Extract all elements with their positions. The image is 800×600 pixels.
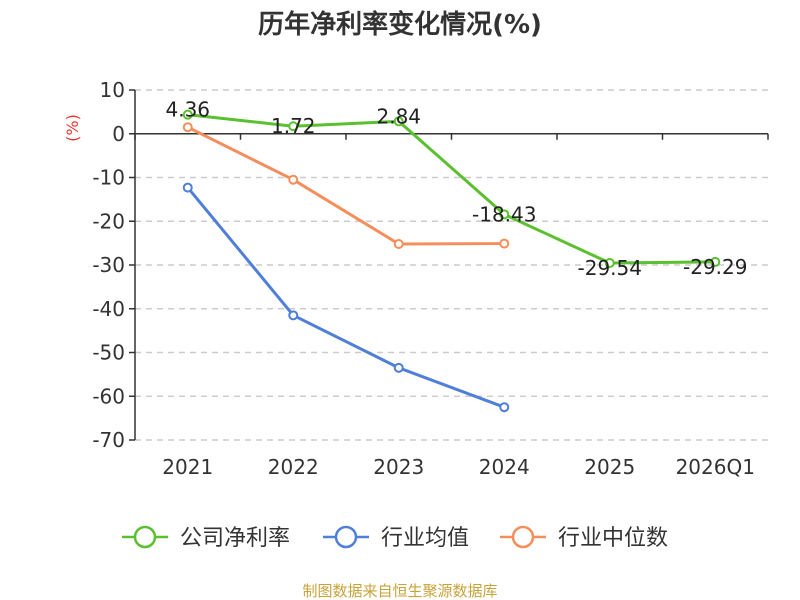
legend-swatch-marker bbox=[334, 525, 358, 549]
data-point bbox=[393, 239, 404, 249]
data-point bbox=[710, 256, 721, 267]
data-point bbox=[182, 109, 193, 120]
chart-title: 历年净利率变化情况(%) bbox=[258, 9, 542, 40]
y-tick-label: -60 bbox=[92, 384, 125, 408]
data-label: -29.54 bbox=[578, 256, 642, 280]
data-point bbox=[288, 310, 299, 321]
x-tick-label: 2026Q1 bbox=[676, 455, 755, 479]
y-tick-label: -30 bbox=[92, 253, 125, 277]
data-point bbox=[288, 174, 299, 185]
series-points bbox=[182, 109, 721, 413]
legend-label: 公司净利率 bbox=[180, 526, 290, 551]
series-line bbox=[186, 186, 505, 409]
y-tick-labels: 10 0 -10 -20 -30 -40 -50 -60 -70 bbox=[92, 78, 135, 452]
data-label: -29.29 bbox=[683, 255, 747, 279]
data-point bbox=[393, 116, 404, 127]
series-line bbox=[187, 125, 505, 246]
data-point bbox=[182, 122, 193, 133]
data-label: 4.36 bbox=[165, 98, 210, 122]
data-point bbox=[182, 182, 193, 193]
legend: 公司净利率 行业均值 行业中位数 bbox=[122, 525, 668, 551]
data-label: -18.43 bbox=[472, 202, 536, 226]
y-tick-label: -50 bbox=[92, 341, 125, 365]
data-point bbox=[604, 257, 615, 268]
legend-label: 行业均值 bbox=[381, 526, 469, 551]
x-tick-label: 2025 bbox=[584, 455, 635, 479]
source-note: 制图数据来自恒生聚源数据库 bbox=[302, 582, 497, 600]
y-tick-label: -40 bbox=[92, 297, 125, 321]
x-tick-label: 2021 bbox=[162, 455, 213, 479]
data-point bbox=[393, 362, 404, 373]
data-label: 1.72 bbox=[271, 114, 316, 138]
y-tick-label: -10 bbox=[92, 166, 125, 190]
y-tick-label: -20 bbox=[92, 209, 125, 233]
legend-label: 行业中位数 bbox=[558, 526, 668, 551]
data-labels: 4.36 1.72 2.84 -18.43 -29.54 -29.29 bbox=[165, 98, 747, 280]
x-tick-labels: 2021 2022 2023 2024 2025 2026Q1 bbox=[134, 133, 769, 479]
y-tick-label: -70 bbox=[92, 428, 125, 452]
x-tick-label: 2023 bbox=[373, 455, 424, 479]
series-line bbox=[187, 113, 716, 265]
y-tick-label: 10 bbox=[100, 78, 125, 102]
x-tick-label: 2022 bbox=[268, 455, 319, 479]
data-point bbox=[499, 402, 510, 413]
x-tick-label: 2024 bbox=[479, 455, 530, 479]
series-lines bbox=[186, 113, 716, 409]
data-point bbox=[288, 121, 299, 132]
data-label: 2.84 bbox=[376, 104, 421, 128]
legend-swatch-marker bbox=[511, 525, 535, 549]
y-axis-label: (%) bbox=[63, 114, 82, 142]
y-tick-label: 0 bbox=[112, 122, 125, 146]
data-point bbox=[499, 238, 510, 249]
legend-swatch-marker bbox=[133, 525, 157, 549]
data-point bbox=[499, 209, 510, 220]
